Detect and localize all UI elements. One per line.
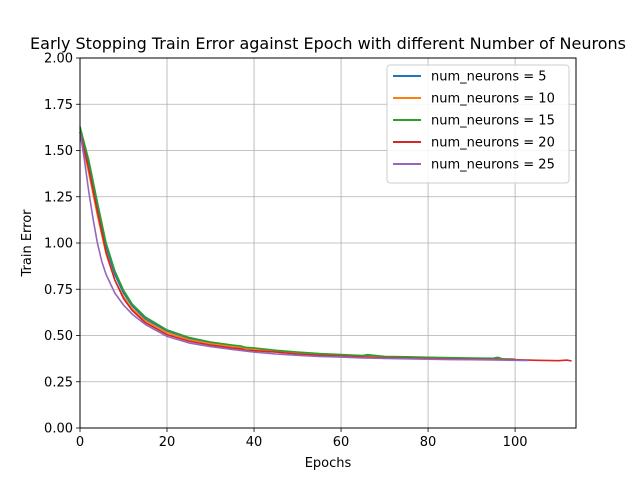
legend-entry-label: num_neurons = 10 <box>431 92 555 107</box>
series-line <box>79 126 516 360</box>
y-tick-label: 0.50 <box>44 329 73 344</box>
legend-box <box>386 64 570 184</box>
y-tick-label: 0.75 <box>44 283 73 298</box>
x-tick-label: 0 <box>76 435 84 450</box>
x-tick-label: 80 <box>420 435 437 450</box>
y-tick-label: 1.50 <box>44 144 73 159</box>
y-tick-label: 0.25 <box>44 375 73 390</box>
x-axis-label: Epochs <box>305 456 352 471</box>
y-tick-label: 1.75 <box>44 98 73 113</box>
legend: num_neurons = 5 num_neurons = 10 num_neuro… <box>386 64 570 184</box>
y-tick-label: 2.00 <box>44 52 73 67</box>
axis-ticks: 0 20 40 60 80 100 0.00 0.25 0.50 0.75 1.00 1.25 1.50… <box>44 52 527 451</box>
legend-entry-label: num_neurons = 25 <box>431 158 555 173</box>
series-lines <box>79 126 572 362</box>
legend-entry-label: num_neurons = 15 <box>431 114 555 129</box>
y-tick-label: 1.25 <box>44 190 73 205</box>
legend-entry-label: num_neurons = 5 <box>431 70 547 85</box>
series-line <box>79 131 529 362</box>
x-tick-label: 40 <box>246 435 263 450</box>
y-tick-label: 0.00 <box>44 422 73 437</box>
y-tick-label: 1.00 <box>44 237 73 252</box>
x-tick-label: 100 <box>503 435 528 450</box>
legend-entry-label: num_neurons = 20 <box>431 136 555 151</box>
chart-title: Early Stopping Train Error against Epoch… <box>30 34 626 53</box>
x-tick-label: 60 <box>333 435 350 450</box>
y-axis-label: Train Error <box>20 209 35 278</box>
x-tick-label: 20 <box>159 435 176 450</box>
